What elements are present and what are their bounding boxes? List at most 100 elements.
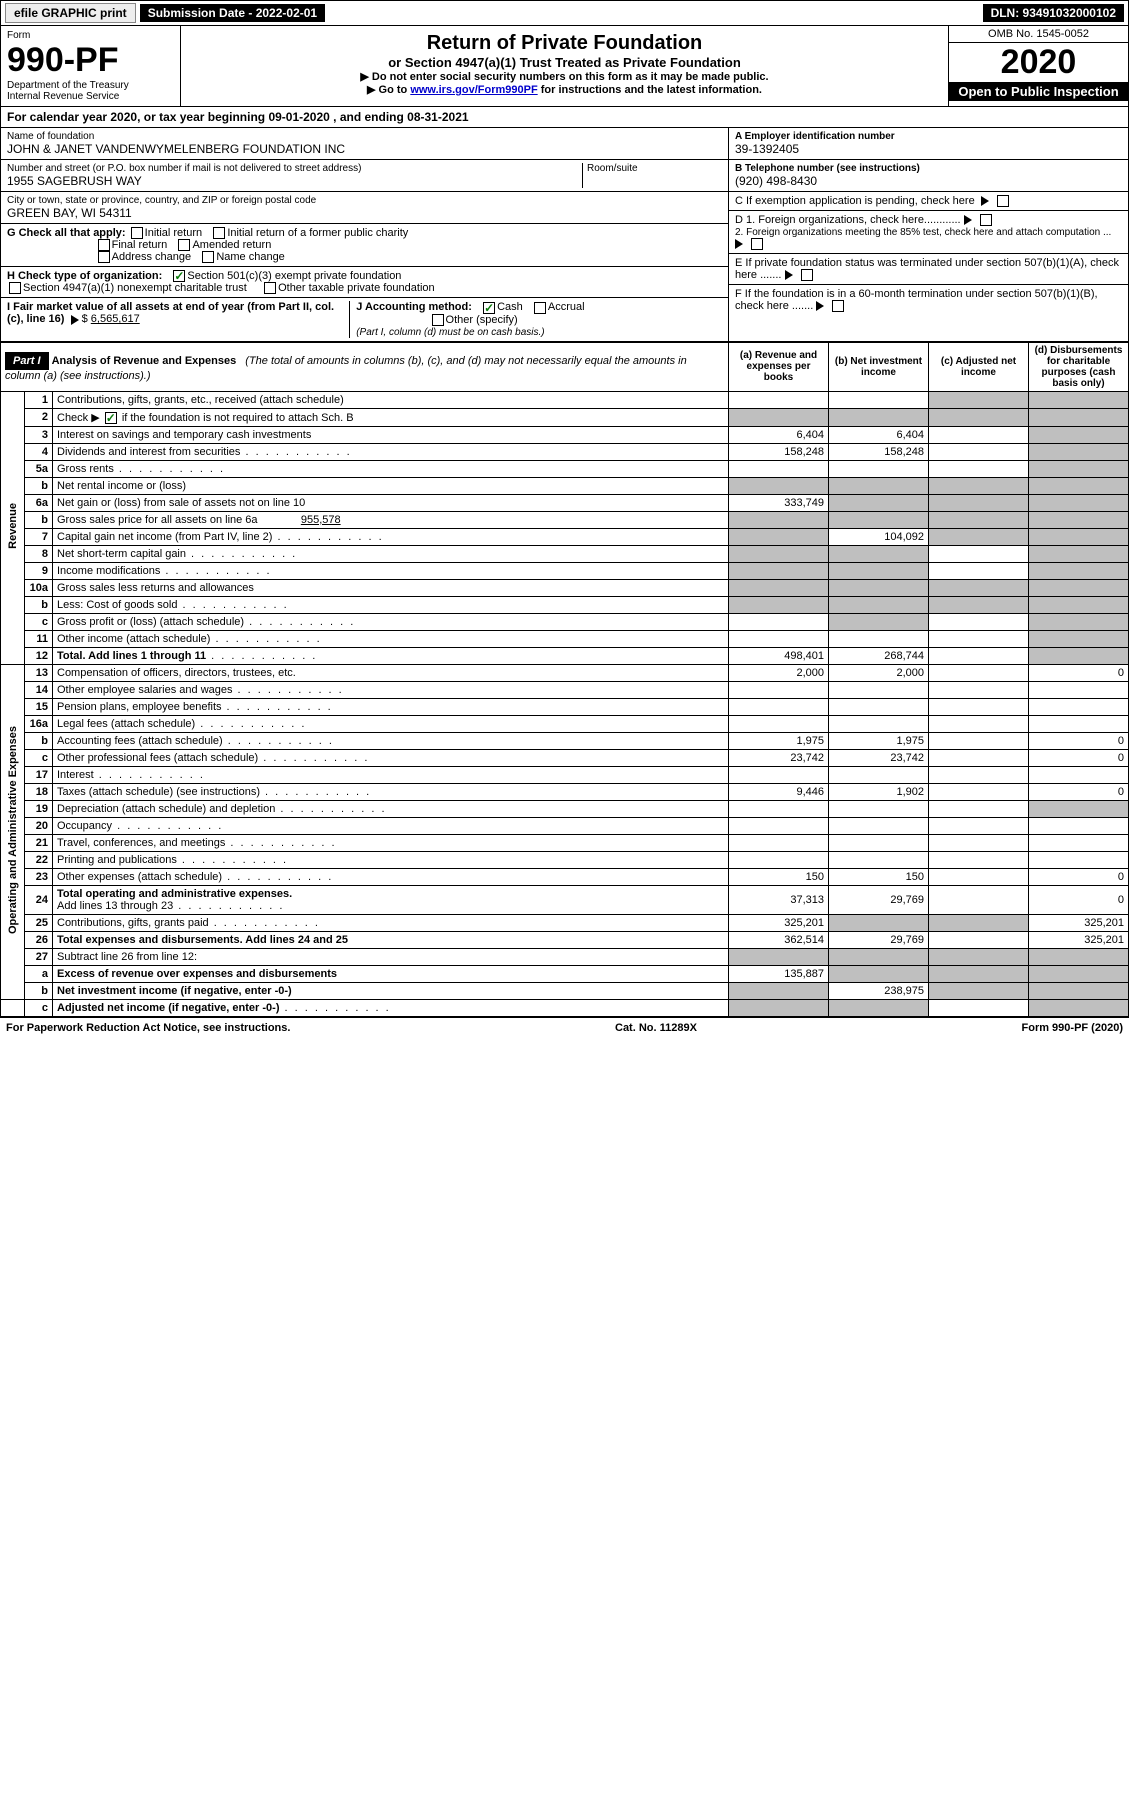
line-7: Capital gain net income (from Part IV, l… <box>53 528 729 545</box>
g-label: G Check all that apply: <box>7 227 126 239</box>
line-19: Depreciation (attach schedule) and deple… <box>53 800 729 817</box>
form-title-block: Form 990-PF Department of the Treasury I… <box>0 26 1129 107</box>
col-d-header: (d) Disbursements for charitable purpose… <box>1029 342 1129 391</box>
chk-sch-b[interactable] <box>105 412 117 424</box>
chk-exemption-pending[interactable] <box>997 195 1009 207</box>
ein-value: 39-1392405 <box>735 142 1122 156</box>
i-label: I Fair market value of all assets at end… <box>7 301 334 325</box>
line-15: Pension plans, employee benefits <box>53 698 729 715</box>
cat-number: Cat. No. 11289X <box>615 1022 697 1034</box>
line-11: Other income (attach schedule) <box>53 630 729 647</box>
line-16c: Other professional fees (attach schedule… <box>53 749 729 766</box>
form-number: 990-PF <box>7 41 174 80</box>
calendar-year-row: For calendar year 2020, or tax year begi… <box>0 107 1129 128</box>
col-b-header: (b) Net investment income <box>829 342 929 391</box>
chk-other-method[interactable] <box>432 314 444 326</box>
chk-initial-former[interactable] <box>213 227 225 239</box>
line-18: Taxes (attach schedule) (see instruction… <box>53 783 729 800</box>
city-label: City or town, state or province, country… <box>7 195 722 206</box>
inst-line-1: ▶ Do not enter social security numbers o… <box>187 70 942 83</box>
h-label: H Check type of organization: <box>7 270 162 282</box>
line-26: Total expenses and disbursements. Add li… <box>53 931 729 948</box>
line-5b: Net rental income or (loss) <box>53 477 729 494</box>
j-note: (Part I, column (d) must be on cash basi… <box>356 327 544 338</box>
line-21: Travel, conferences, and meetings <box>53 834 729 851</box>
submission-date: Submission Date - 2022-02-01 <box>140 4 325 22</box>
j-label: J Accounting method: <box>356 301 472 313</box>
line-17: Interest <box>53 766 729 783</box>
ein-label: A Employer identification number <box>735 131 895 142</box>
line-2: Check ▶ if the foundation is not require… <box>53 408 729 426</box>
line-22: Printing and publications <box>53 851 729 868</box>
triangle-icon <box>785 270 793 280</box>
revenue-side-label: Revenue <box>7 483 19 569</box>
form-subtitle: or Section 4947(a)(1) Trust Treated as P… <box>187 55 942 70</box>
line-27c: Adjusted net income (if negative, enter … <box>53 999 729 1016</box>
line-6a: Net gain or (loss) from sale of assets n… <box>53 494 729 511</box>
triangle-icon <box>816 301 824 311</box>
line-9: Income modifications <box>53 562 729 579</box>
tax-year: 2020 <box>949 43 1128 82</box>
chk-final[interactable] <box>98 239 110 251</box>
chk-f[interactable] <box>832 300 844 312</box>
d2-label: 2. Foreign organizations meeting the 85%… <box>735 227 1111 238</box>
line-24: Total operating and administrative expen… <box>53 885 729 914</box>
room-label: Room/suite <box>587 163 722 174</box>
fmv-value: 6,565,617 <box>91 313 140 325</box>
line-10c: Gross profit or (loss) (attach schedule) <box>53 613 729 630</box>
line-3: Interest on savings and temporary cash i… <box>53 426 729 443</box>
entity-info: Name of foundation JOHN & JANET VANDENWY… <box>0 128 1129 342</box>
c-label: C If exemption application is pending, c… <box>735 195 975 207</box>
line-12: Total. Add lines 1 through 11 <box>53 647 729 664</box>
pra-notice: For Paperwork Reduction Act Notice, see … <box>6 1022 290 1034</box>
inst-line-2: ▶ Go to www.irs.gov/Form990PF for instru… <box>187 83 942 96</box>
e-label: E If private foundation status was termi… <box>735 257 1119 281</box>
chk-amended[interactable] <box>178 239 190 251</box>
chk-initial[interactable] <box>131 227 143 239</box>
part1-table: Part I Analysis of Revenue and Expenses … <box>0 342 1129 1017</box>
irs-link[interactable]: www.irs.gov/Form990PF <box>410 84 537 96</box>
line-5a: Gross rents <box>53 460 729 477</box>
line-8: Net short-term capital gain <box>53 545 729 562</box>
chk-addr-change[interactable] <box>98 251 110 263</box>
chk-4947[interactable] <box>9 282 21 294</box>
line-27a: Excess of revenue over expenses and disb… <box>53 965 729 982</box>
omb-number: OMB No. 1545-0052 <box>949 26 1128 43</box>
chk-d1[interactable] <box>980 214 992 226</box>
col-a-header: (a) Revenue and expenses per books <box>729 342 829 391</box>
foundation-name: JOHN & JANET VANDENWYMELENBERG FOUNDATIO… <box>7 142 722 156</box>
dln-label: DLN: 93491032000102 <box>983 4 1124 22</box>
chk-e[interactable] <box>801 269 813 281</box>
page-footer: For Paperwork Reduction Act Notice, see … <box>0 1017 1129 1038</box>
line-16b: Accounting fees (attach schedule) <box>53 732 729 749</box>
chk-other-taxable[interactable] <box>264 282 276 294</box>
chk-d2[interactable] <box>751 238 763 250</box>
col-c-header: (c) Adjusted net income <box>929 342 1029 391</box>
triangle-icon <box>964 215 972 225</box>
d1-label: D 1. Foreign organizations, check here..… <box>735 214 961 226</box>
line-13: Compensation of officers, directors, tru… <box>53 664 729 681</box>
line-25: Contributions, gifts, grants paid <box>53 914 729 931</box>
line-1: Contributions, gifts, grants, etc., rece… <box>53 391 729 408</box>
efile-print-button[interactable]: efile GRAPHIC print <box>5 3 136 23</box>
line-23: Other expenses (attach schedule) <box>53 868 729 885</box>
f-label: F If the foundation is in a 60-month ter… <box>735 288 1098 312</box>
form-footer-label: Form 990-PF (2020) <box>1022 1022 1123 1034</box>
triangle-icon <box>71 315 79 325</box>
line-27b: Net investment income (if negative, ente… <box>53 982 729 999</box>
name-label: Name of foundation <box>7 131 722 142</box>
addr-label: Number and street (or P.O. box number if… <box>7 163 582 174</box>
chk-accrual[interactable] <box>534 302 546 314</box>
form-label: Form <box>7 30 174 41</box>
line-27: Subtract line 26 from line 12: <box>53 948 729 965</box>
open-public-label: Open to Public Inspection <box>949 82 1128 101</box>
line-20: Occupancy <box>53 817 729 834</box>
form-title: Return of Private Foundation <box>187 32 942 55</box>
chk-name-change[interactable] <box>202 251 214 263</box>
chk-cash[interactable] <box>483 302 495 314</box>
part1-title: Analysis of Revenue and Expenses <box>52 355 237 367</box>
chk-501c3[interactable] <box>173 270 185 282</box>
header-bar: efile GRAPHIC print Submission Date - 20… <box>0 0 1129 26</box>
line-6b: Gross sales price for all assets on line… <box>53 511 729 528</box>
phone-value: (920) 498-8430 <box>735 174 1122 188</box>
